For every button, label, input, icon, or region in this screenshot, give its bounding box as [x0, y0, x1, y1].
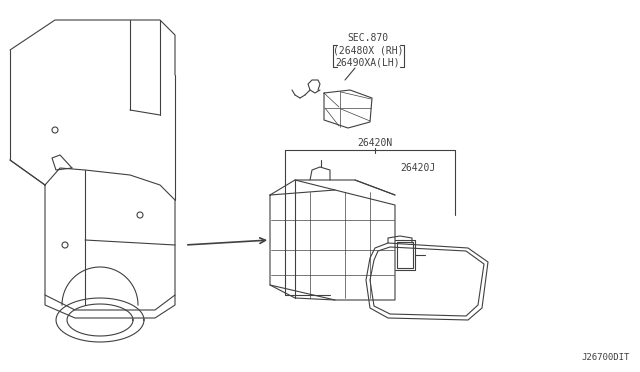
Text: 26420J: 26420J — [400, 163, 435, 173]
Text: 26490XA(LH): 26490XA(LH) — [336, 57, 400, 67]
Text: SEC.870: SEC.870 — [348, 33, 388, 43]
Text: (26480X (RH): (26480X (RH) — [333, 45, 403, 55]
Text: J26700DIT: J26700DIT — [582, 353, 630, 362]
Text: 26420N: 26420N — [357, 138, 392, 148]
